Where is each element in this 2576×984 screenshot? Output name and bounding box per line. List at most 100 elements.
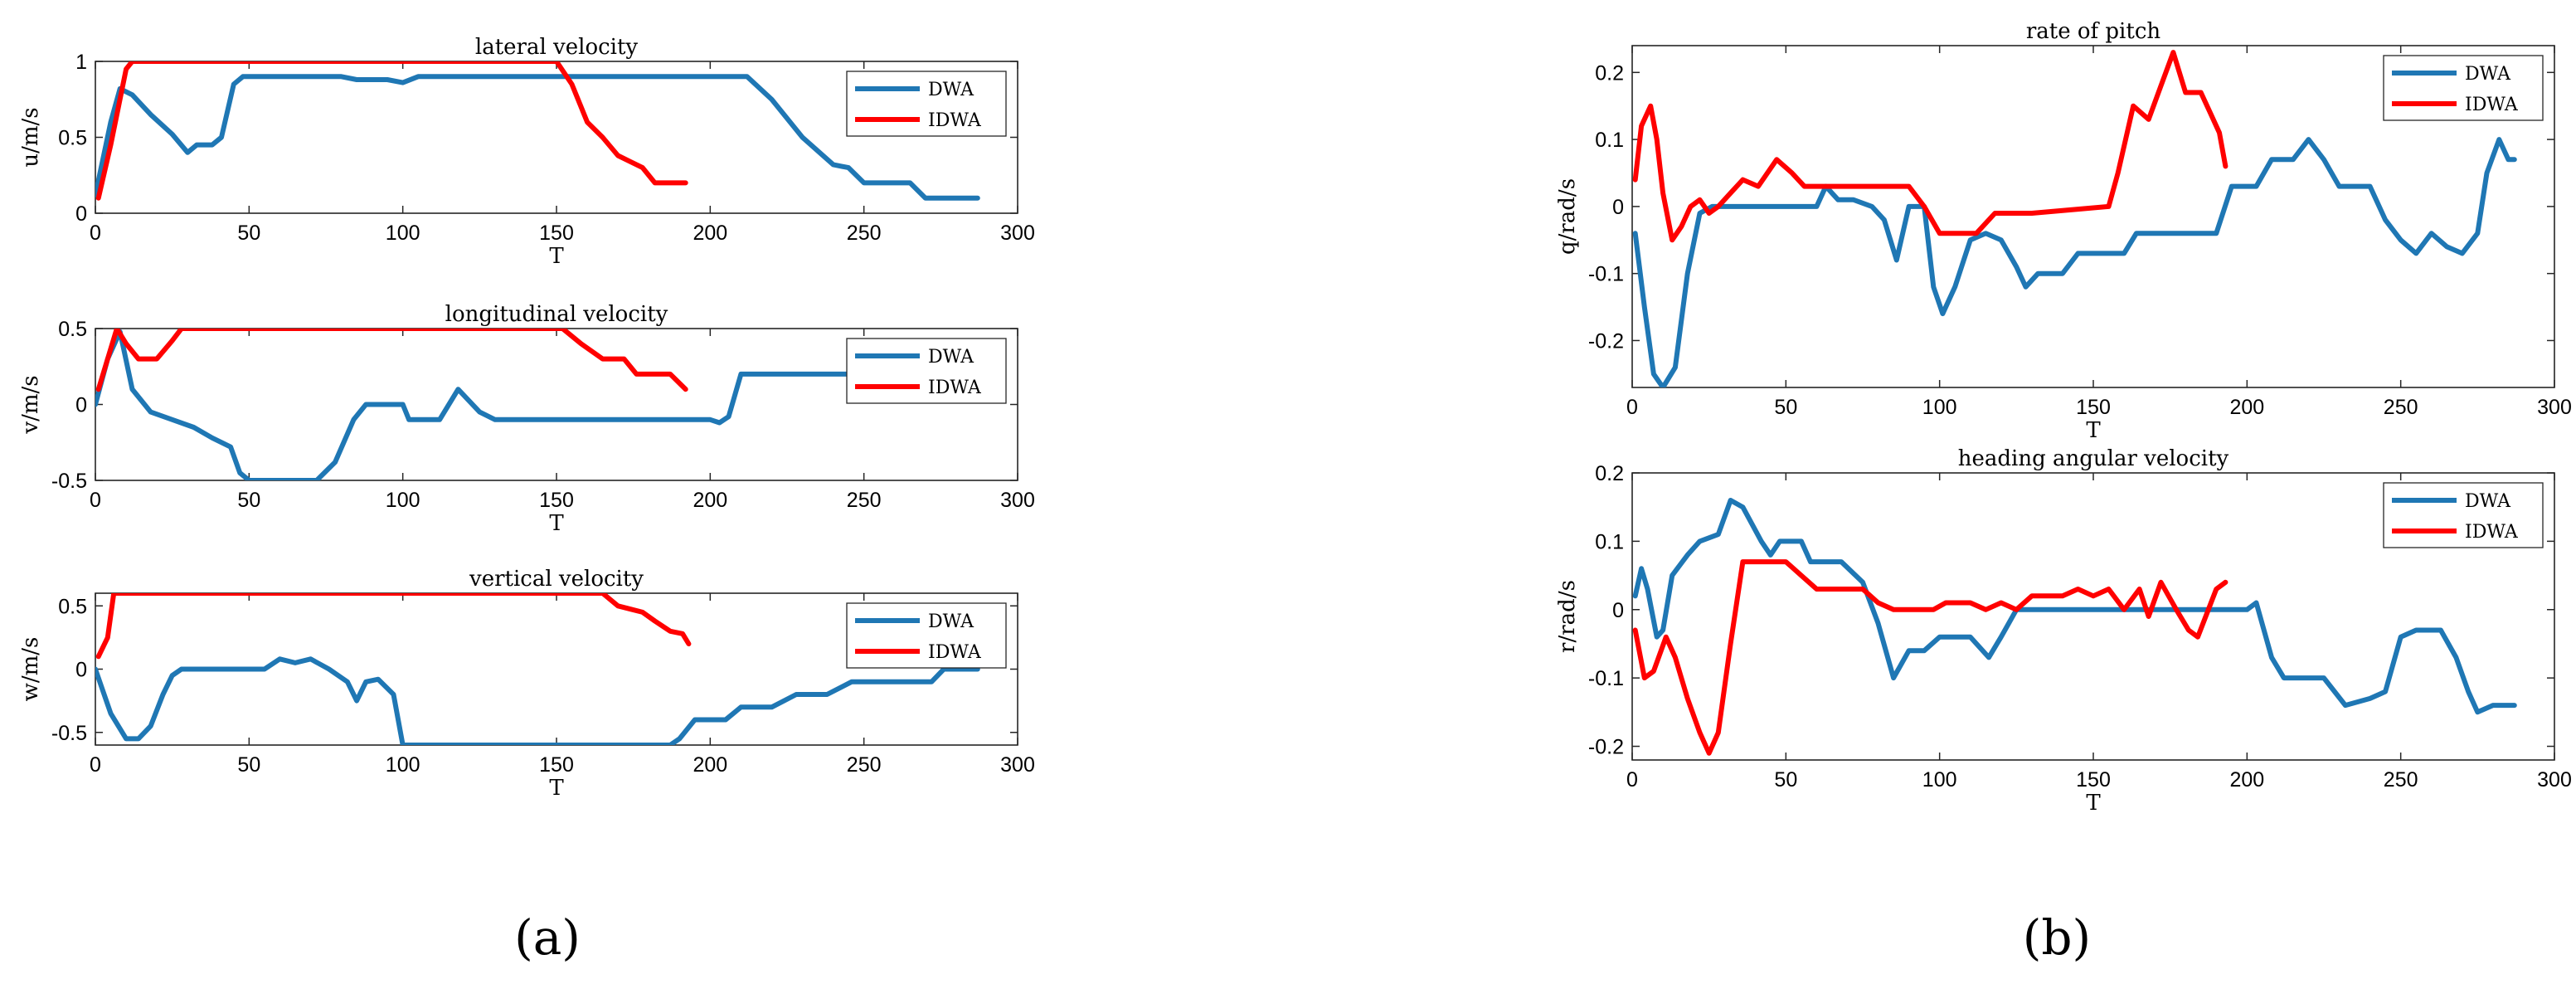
x-tick-label: 50 (237, 222, 260, 245)
y-tick-label: 0.2 (1595, 61, 1624, 85)
y-tick-label: -0.5 (51, 722, 87, 745)
x-tick-label: 50 (1774, 768, 1797, 792)
legend-label-dwa: DWA (928, 611, 975, 632)
series-line-dwa (95, 74, 980, 201)
y-tick-label: 0 (1612, 599, 1624, 622)
series-line-idwa (1632, 559, 2228, 756)
y-tick-label: 0 (75, 659, 87, 682)
y-tick-label: 0.1 (1595, 530, 1624, 553)
series-line-idwa (95, 61, 688, 201)
x-tick-label: 100 (386, 489, 420, 512)
y-tick-label: -0.2 (1588, 329, 1624, 353)
chart-title: longitudinal velocity (445, 302, 668, 327)
legend-label-idwa: IDWA (2465, 522, 2519, 543)
legend-label-idwa: IDWA (928, 110, 982, 131)
x-axis-label: T (2086, 418, 2101, 443)
x-tick-label: 250 (847, 489, 882, 512)
x-axis-label: T (2086, 791, 2101, 816)
series-line-idwa (95, 329, 688, 392)
x-tick-label: 200 (693, 753, 727, 777)
x-tick-label: 100 (386, 753, 420, 777)
panel-label-b: (b) (2023, 909, 2091, 966)
y-tick-label: 0.2 (1595, 462, 1624, 485)
y-tick-label: 1 (75, 51, 87, 74)
legend-label-dwa: DWA (2465, 64, 2511, 85)
y-axis-label: u/m/s (18, 107, 43, 167)
chart-title: heading angular velocity (1958, 446, 2229, 471)
x-axis-label: T (549, 511, 564, 536)
y-tick-label: 0.5 (58, 318, 87, 341)
x-axis-label: T (549, 776, 564, 801)
legend-label-dwa: DWA (2465, 491, 2511, 512)
legend-box (846, 602, 1007, 669)
x-tick-label: 300 (2537, 396, 2572, 419)
chart-1: 0 50 100 150 200 250 300 0 0.5 1 lateral velocity T… (18, 35, 1035, 269)
legend-label-dwa: DWA (928, 347, 975, 368)
series-line-idwa (1632, 50, 2228, 243)
legend-label-dwa: DWA (928, 80, 975, 100)
y-tick-label: 0.5 (58, 595, 87, 618)
x-tick-label: 100 (386, 222, 420, 245)
legend-label-idwa: IDWA (2465, 95, 2519, 115)
legend-box (846, 71, 1007, 137)
x-tick-label: 50 (1774, 396, 1797, 419)
x-tick-label: 0 (90, 489, 101, 512)
legend-box (2383, 482, 2544, 548)
y-tick-label: 0 (75, 202, 87, 226)
legend: DWA IDWA (846, 602, 1007, 669)
x-tick-label: 150 (2076, 396, 2111, 419)
chart-title: lateral velocity (475, 35, 639, 60)
x-tick-label: 250 (847, 753, 882, 777)
y-tick-label: 0.5 (58, 127, 87, 150)
x-tick-label: 250 (2384, 396, 2418, 419)
x-tick-label: 150 (539, 489, 574, 512)
y-tick-label: -0.1 (1588, 667, 1624, 690)
x-tick-label: 100 (1922, 768, 1957, 792)
series-line-dwa (1632, 137, 2517, 387)
charts-group: 0 50 100 150 200 250 300 0 0.5 1 lateral velocity T… (18, 19, 2572, 816)
panel-label-a: (a) (514, 909, 581, 966)
x-tick-label: 200 (2229, 396, 2264, 419)
series-line-dwa (95, 656, 980, 745)
x-tick-label: 50 (237, 753, 260, 777)
chart-4: 0 50 100 150 200 250 300 -0.2 -0.1 0 0.1 0.2 rate of… (1555, 19, 2572, 443)
x-tick-label: 150 (539, 222, 574, 245)
x-tick-label: 300 (1000, 489, 1035, 512)
chart-title: rate of pitch (2026, 19, 2161, 44)
series-line-dwa (1632, 498, 2517, 715)
legend: DWA IDWA (846, 71, 1007, 137)
x-tick-label: 50 (237, 489, 260, 512)
y-tick-label: -0.1 (1588, 263, 1624, 286)
x-tick-label: 250 (2384, 768, 2418, 792)
y-tick-label: 0 (75, 394, 87, 417)
legend-label-idwa: IDWA (928, 642, 982, 663)
x-tick-label: 250 (847, 222, 882, 245)
x-tick-label: 0 (90, 753, 101, 777)
x-tick-label: 200 (693, 222, 727, 245)
legend: DWA IDWA (2383, 55, 2544, 121)
legend-box (846, 338, 1007, 404)
chart-5: 0 50 100 150 200 250 300 -0.2 -0.1 0 0.1 0.2 heading… (1555, 446, 2572, 816)
y-tick-label: 0.1 (1595, 129, 1624, 152)
x-tick-label: 0 (1626, 768, 1638, 792)
x-tick-label: 0 (90, 222, 101, 245)
legend: DWA IDWA (2383, 482, 2544, 548)
x-tick-label: 300 (1000, 753, 1035, 777)
x-tick-label: 300 (1000, 222, 1035, 245)
y-axis-label: w/m/s (18, 637, 43, 702)
y-tick-label: -0.5 (51, 470, 87, 493)
y-tick-label: 0 (1612, 196, 1624, 219)
y-axis-label: v/m/s (18, 375, 43, 434)
x-tick-label: 150 (2076, 768, 2111, 792)
chart-title: vertical velocity (469, 567, 644, 592)
x-tick-label: 300 (2537, 768, 2572, 792)
x-tick-label: 150 (539, 753, 574, 777)
y-axis-label: r/rad/s (1555, 580, 1580, 653)
x-axis-label: T (549, 244, 564, 269)
y-axis-label: q/rad/s (1555, 178, 1580, 255)
x-tick-label: 200 (2229, 768, 2264, 792)
legend-box (2383, 55, 2544, 121)
